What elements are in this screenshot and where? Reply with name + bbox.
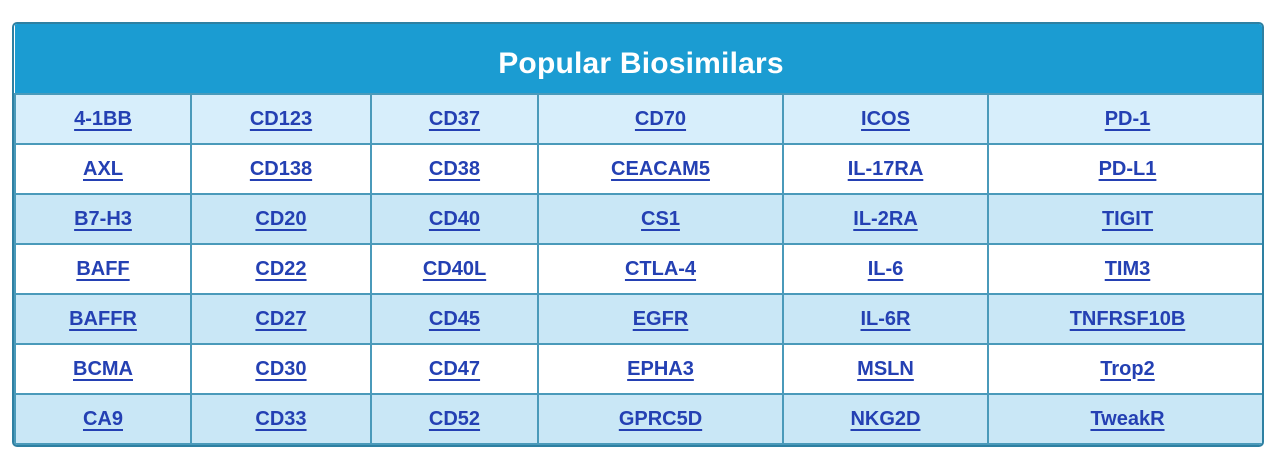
table-cell: CD52 [370, 393, 539, 445]
table-cell: GPRC5D [537, 393, 784, 445]
table-row: 4-1BB CD123 CD37 CD70 ICOS PD-1 [14, 93, 1262, 145]
link-gprc5d[interactable]: GPRC5D [618, 407, 703, 430]
table-cell: MSLN [782, 343, 989, 395]
table-cell: CS1 [537, 193, 784, 245]
table-cell: TIM3 [987, 243, 1262, 295]
link-icos[interactable]: ICOS [861, 107, 910, 130]
table-row: BAFFR CD27 CD45 EGFR IL-6R TNFRSF10B [14, 293, 1262, 345]
link-ctla-4[interactable]: CTLA-4 [624, 257, 697, 280]
link-cs1[interactable]: CS1 [641, 207, 680, 230]
link-il-2ra[interactable]: IL-2RA [853, 207, 918, 230]
link-pd-1[interactable]: PD-1 [1104, 107, 1151, 130]
link-ceacam5[interactable]: CEACAM5 [611, 157, 710, 180]
link-tim3[interactable]: TIM3 [1104, 257, 1151, 280]
link-baff[interactable]: BAFF [76, 257, 130, 280]
table-cell: CD47 [370, 343, 539, 395]
link-nkg2d[interactable]: NKG2D [850, 407, 921, 430]
link-baffr[interactable]: BAFFR [69, 307, 137, 330]
link-trop2[interactable]: Trop2 [1100, 357, 1155, 380]
link-il-17ra[interactable]: IL-17RA [847, 157, 924, 180]
table-row: B7-H3 CD20 CD40 CS1 IL-2RA TIGIT [14, 193, 1262, 245]
table-cell: CD138 [190, 143, 372, 195]
biosimilars-grid: Popular Biosimilars 4-1BB CD123 CD37 CD70 IC… [14, 24, 1262, 445]
link-bcma[interactable]: BCMA [73, 357, 133, 380]
table-cell: B7-H3 [14, 193, 192, 245]
table-cell: CD45 [370, 293, 539, 345]
table-cell: ICOS [782, 93, 989, 145]
link-cd52[interactable]: CD52 [428, 407, 481, 430]
table-row: BAFF CD22 CD40L CTLA-4 IL-6 TIM3 [14, 243, 1262, 295]
table-cell: CD37 [370, 93, 539, 145]
link-cd45[interactable]: CD45 [428, 307, 481, 330]
table-title: Popular Biosimilars [15, 24, 1262, 94]
table-cell: IL-6R [782, 293, 989, 345]
table-cell: PD-1 [987, 93, 1262, 145]
table-cell: CD70 [537, 93, 784, 145]
table-cell: CD30 [190, 343, 372, 395]
link-epha3[interactable]: EPHA3 [627, 357, 694, 380]
link-pd-l1[interactable]: PD-L1 [1098, 157, 1157, 180]
table-cell: BAFF [14, 243, 192, 295]
link-tweakr[interactable]: TweakR [1090, 407, 1165, 430]
link-cd37[interactable]: CD37 [428, 107, 481, 130]
link-cd40l[interactable]: CD40L [422, 257, 487, 280]
table-cell: AXL [14, 143, 192, 195]
link-tnfrsf10b[interactable]: TNFRSF10B [1069, 307, 1186, 330]
link-cd33[interactable]: CD33 [255, 407, 307, 430]
link-4-1bb[interactable]: 4-1BB [74, 107, 132, 130]
table-cell: PD-L1 [987, 143, 1262, 195]
table-cell: CD20 [190, 193, 372, 245]
link-cd38[interactable]: CD38 [428, 157, 481, 180]
table-cell: EGFR [537, 293, 784, 345]
table-row: CA9 CD33 CD52 GPRC5D NKG2D TweakR [14, 393, 1262, 445]
table-cell: CD123 [190, 93, 372, 145]
table-cell: Trop2 [987, 343, 1262, 395]
table-row: BCMA CD30 CD47 EPHA3 MSLN Trop2 [14, 343, 1262, 395]
table-cell: BAFFR [14, 293, 192, 345]
link-cd30[interactable]: CD30 [255, 357, 307, 380]
table-cell: CD40L [370, 243, 539, 295]
link-cd123[interactable]: CD123 [249, 107, 313, 130]
table-cell: CTLA-4 [537, 243, 784, 295]
table-cell: CD27 [190, 293, 372, 345]
link-msln[interactable]: MSLN [857, 357, 914, 380]
table-cell: 4-1BB [14, 93, 192, 145]
link-cd138[interactable]: CD138 [249, 157, 313, 180]
link-axl[interactable]: AXL [83, 157, 123, 180]
table-cell: BCMA [14, 343, 192, 395]
table-cell: TweakR [987, 393, 1262, 445]
table-cell: EPHA3 [537, 343, 784, 395]
table-cell: CA9 [14, 393, 192, 445]
table-cell: TIGIT [987, 193, 1262, 245]
link-il-6r[interactable]: IL-6R [860, 307, 911, 330]
link-cd20[interactable]: CD20 [255, 207, 307, 230]
link-cd40[interactable]: CD40 [428, 207, 481, 230]
biosimilars-table: Popular Biosimilars 4-1BB CD123 CD37 CD70 IC… [12, 22, 1264, 447]
table-cell: CD33 [190, 393, 372, 445]
table-row: AXL CD138 CD38 CEACAM5 IL-17RA PD-L1 [14, 143, 1262, 195]
table-body: 4-1BB CD123 CD37 CD70 ICOS PD-1 AXL CD138 CD38 CE… [14, 93, 1262, 445]
link-cd47[interactable]: CD47 [428, 357, 481, 380]
table-cell: CEACAM5 [537, 143, 784, 195]
table-cell: IL-6 [782, 243, 989, 295]
link-egfr[interactable]: EGFR [632, 307, 689, 330]
link-cd22[interactable]: CD22 [255, 257, 307, 280]
link-tigit[interactable]: TIGIT [1101, 207, 1154, 230]
table-cell: NKG2D [782, 393, 989, 445]
table-cell: TNFRSF10B [987, 293, 1262, 345]
link-b7-h3[interactable]: B7-H3 [74, 207, 132, 230]
link-ca9[interactable]: CA9 [82, 407, 123, 430]
table-cell: CD22 [190, 243, 372, 295]
table-cell: IL-17RA [782, 143, 989, 195]
link-cd27[interactable]: CD27 [255, 307, 307, 330]
table-cell: CD40 [370, 193, 539, 245]
link-cd70[interactable]: CD70 [634, 107, 687, 130]
table-cell: CD38 [370, 143, 539, 195]
table-cell: IL-2RA [782, 193, 989, 245]
link-il-6[interactable]: IL-6 [867, 257, 904, 280]
